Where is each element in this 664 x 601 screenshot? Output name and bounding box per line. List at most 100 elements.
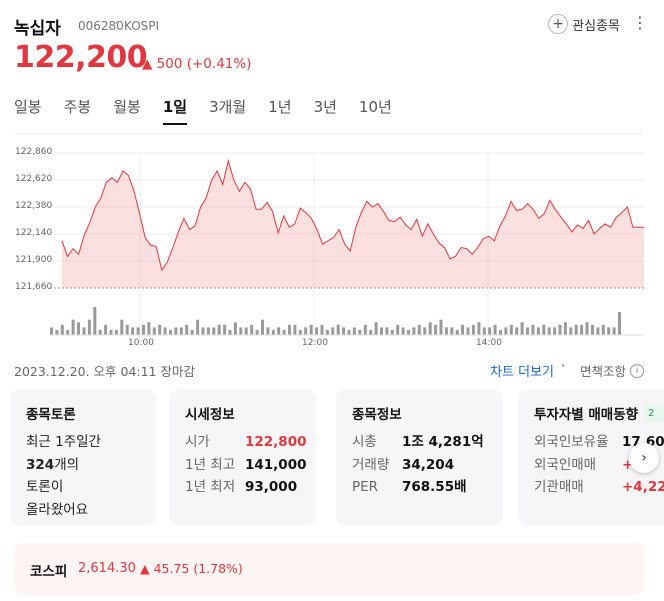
volume-bar: [82, 327, 86, 335]
price-chart[interactable]: [0, 140, 664, 350]
favorite-label: 관심종목: [572, 18, 620, 34]
volume-bar: [444, 327, 448, 335]
volume-bar: [580, 324, 584, 335]
y-tick-label: 121,660: [15, 282, 53, 292]
period-tabs: 일봉 주봉 월봉 1일 3개월 1년 3년 10년: [14, 96, 414, 125]
info-marketcap-value: 1조 4,281억: [402, 434, 484, 450]
quote-key: 1년 최고: [185, 456, 236, 473]
quote-open-value: 122,800: [245, 434, 307, 450]
volume-bar: [591, 324, 594, 335]
volume-bar: [455, 329, 459, 335]
volume-bar: [363, 324, 367, 335]
volume-bar: [374, 322, 378, 335]
volume-bar: [488, 327, 492, 335]
disclaimer-label: 면책조항: [579, 364, 626, 379]
volume-bar: [66, 329, 70, 335]
volume-bar: [542, 324, 546, 335]
volume-bar: [477, 322, 481, 335]
tab-1[interactable]: 주봉: [63, 98, 92, 116]
tab-0[interactable]: 일봉: [14, 98, 42, 116]
volume-bar: [277, 327, 281, 335]
y-tick-label: 121,900: [15, 255, 53, 265]
kospi-value: 2,614.30: [78, 561, 136, 576]
volume-bar: [50, 327, 53, 335]
volume-bar: [163, 327, 167, 335]
volume-bar: [482, 327, 486, 335]
kospi-index[interactable]: 코스피 2,614.30 ▲ 45.75 (1.78%): [14, 543, 644, 595]
card-quote-title: 시세정보: [185, 407, 235, 423]
investor-key: 외국인보유율: [534, 434, 609, 450]
forum-count: 324: [26, 456, 55, 473]
tab-5[interactable]: 1년: [268, 98, 292, 116]
volume-bar: [293, 324, 297, 335]
volume-bar: [196, 319, 200, 335]
volume-bar: [201, 327, 205, 335]
volume-bar: [428, 322, 432, 335]
volume-bar: [158, 324, 162, 335]
more-chart-link[interactable]: 차트 더보기: [490, 365, 554, 380]
volume-bar: [325, 329, 329, 335]
volume-bar: [147, 322, 151, 335]
volume-bar: [71, 319, 75, 335]
favorite-button[interactable]: + 관심종목: [548, 14, 620, 34]
separator-dot: •: [114, 18, 120, 29]
x-tick-label: 10:00: [128, 338, 154, 348]
forum-line1: 최근 1주일간: [26, 434, 101, 450]
stock-name: 녹십자: [14, 19, 61, 39]
card-info[interactable]: 종목정보 시총 1조 4,281억 거래량 34,204 PER 768.55배: [336, 389, 503, 526]
volume-bar: [320, 324, 324, 335]
volume-bar: [169, 329, 172, 335]
volume-bar: [228, 329, 232, 335]
volume-bar: [574, 324, 578, 335]
volume-bar: [412, 327, 416, 335]
volume-bar: [55, 329, 59, 335]
price-change: ▲ 500 (+0.41%): [142, 56, 252, 72]
volume-bar: [407, 329, 410, 335]
card-quote[interactable]: 시세정보 시가 122,800 1년 최고 141,000 1년 최저 93,000: [169, 389, 316, 526]
volume-bar: [250, 324, 254, 335]
tab-4[interactable]: 3개월: [209, 98, 247, 116]
chevron-right-icon: ›: [641, 450, 647, 466]
volume-bar: [304, 327, 308, 335]
next-card-button[interactable]: ›: [629, 443, 659, 473]
tab-3[interactable]: 1일: [162, 96, 188, 125]
disclaimer-link[interactable]: 면책조항 i: [580, 361, 644, 380]
info-volume-value: 34,204: [402, 456, 455, 473]
card-forum-body: 최근 1주일간 324개의 토론이 올라왔어요: [26, 431, 101, 521]
volume-bar: [396, 324, 400, 335]
timestamp: 2023.12.20. 오후 04:11 장마감: [14, 364, 195, 379]
more-vertical-icon[interactable]: ⋮: [632, 13, 648, 32]
separator-dot: •: [560, 361, 566, 372]
tab-7[interactable]: 10년: [358, 98, 392, 116]
card-info-body: 시총 1조 4,281억 거래량 34,204 PER 768.55배: [352, 431, 484, 499]
volume-bar: [266, 327, 270, 335]
volume-bar: [142, 324, 145, 335]
volume-bar: [504, 327, 508, 335]
volume-bar: [131, 327, 135, 335]
volume-bar: [190, 329, 194, 335]
forum-line3: 토론이: [26, 479, 64, 495]
volume-bar: [244, 327, 248, 335]
card-forum[interactable]: 종목토론 최근 1주일간 324개의 토론이 올라왔어요: [10, 389, 156, 526]
investor-key: 외국인매매: [534, 456, 597, 473]
volume-bar: [536, 327, 540, 335]
tab-2[interactable]: 월봉: [113, 98, 141, 116]
tab-6[interactable]: 3년: [313, 98, 337, 116]
volume-bar: [309, 324, 313, 335]
volume-bar: [569, 327, 573, 335]
volume-bar: [331, 327, 335, 335]
investor-institution-trade: +4,227: [622, 479, 664, 495]
volume-bar: [493, 324, 497, 335]
quote-low-value: 93,000: [245, 479, 298, 495]
info-key: PER: [352, 479, 379, 495]
quote-key: 시가: [185, 434, 210, 450]
y-tick-label: 122,860: [15, 147, 53, 157]
x-tick-label: 12:00: [302, 338, 328, 348]
investor-key: 기관매매: [534, 479, 584, 495]
volume-bar: [466, 327, 470, 335]
volume-bar: [125, 324, 129, 335]
volume-bar: [439, 319, 443, 335]
market-label: KOSPI: [124, 19, 160, 33]
volume-bar: [342, 327, 346, 335]
